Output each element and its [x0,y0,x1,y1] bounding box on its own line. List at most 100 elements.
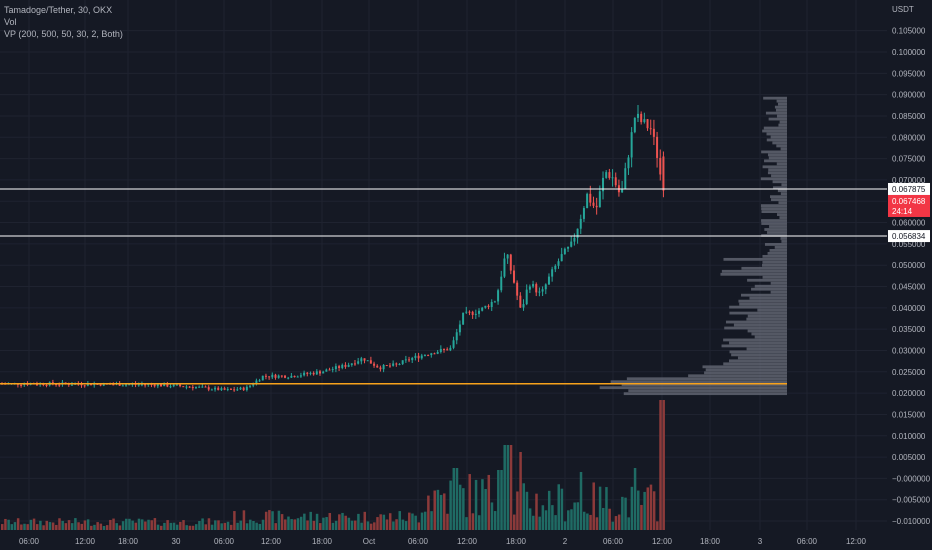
candle-body [528,286,531,290]
volume-profile-bar [776,99,787,103]
candle-body [144,384,147,386]
volume-profile-bar [781,240,787,243]
volume-bar [271,511,274,530]
price-tick-label: 0.030000 [892,346,926,355]
volume-bar [42,525,45,530]
volume-profile-bar [621,383,787,387]
volume-bar [573,502,576,530]
price-tick-label: 0.045000 [892,283,926,292]
volume-bar [592,482,595,530]
volume-bar [185,525,188,530]
candle-body [303,372,306,376]
volume-bar [637,490,640,530]
time-tick-label: Oct [363,537,376,546]
candle-body [567,246,570,249]
candle-body [570,241,573,247]
volume-bar [582,511,586,530]
volume-bar [296,518,300,530]
price-tick-label: 0.010000 [892,432,926,441]
candle-body [331,369,334,371]
candle-body [484,305,487,308]
volume-bar [353,520,357,530]
volume-profile-bar [688,374,787,378]
candle-body [493,301,496,303]
candle-body [172,384,175,387]
current-price-box [888,194,930,217]
candle-body [277,375,280,378]
volume-bar [249,519,252,530]
volume-bar [506,445,510,530]
volume-bar [86,519,90,530]
volume-profile-bar [626,377,787,381]
candle-body [45,384,48,386]
candle-body [382,365,385,370]
candle-body [624,168,627,190]
volume-profile-bar [721,269,787,273]
volume-bar [287,516,290,530]
volume-profile-bar [764,159,787,163]
volume-bar [182,520,185,530]
time-axis[interactable]: 06:00 12:00 18:00 30 06:00 12:00 18:00 Oct 06:00… [0,530,887,550]
volume-profile-bar [765,111,787,115]
volume-bar [617,514,621,530]
lower-level-label: 0.056834 [888,230,930,243]
price-axis[interactable]: USDT 0.105000 0.100000 0.095000 0.090000 0.08… [887,0,932,550]
time-tick-label: 06:00 [19,537,40,546]
candle-body [646,119,649,129]
volume-profile [599,96,787,396]
volume-profile-bar [768,117,787,121]
candle-body [290,375,293,378]
volume-bar [567,510,570,530]
volume-bar [331,522,335,530]
volume-profile-bar [767,171,787,175]
volume-profile-bar [761,150,787,154]
candle-body [179,384,182,387]
volume-bar [312,520,316,530]
volume-bar [484,488,487,530]
volume-profile-bar [761,210,787,213]
candle-body [204,386,207,388]
volume-bar [93,524,96,530]
volume-bar [233,511,236,530]
volume-bar [446,513,449,530]
volume-profile-bar [771,174,787,178]
volume-bar [194,524,198,530]
volume-bar [264,511,268,530]
candle-body [245,386,248,391]
volume-bar [630,486,634,530]
candle-body [210,389,213,391]
volume-profile-bar [766,132,787,136]
candle-body [637,113,639,118]
volume-profile-bar [775,108,787,112]
volume-bar [503,445,506,530]
volume-profile-bar [729,311,787,315]
volume-bar [61,520,64,530]
volume-profile-bar [779,216,787,219]
volume-bar [433,490,436,530]
volume-bar [532,515,535,530]
volume-profile-bar [723,338,787,342]
price-tick-label: 0.075000 [892,155,926,164]
candle-body [160,384,162,387]
volume-bar [519,452,522,530]
candle-body [280,375,283,377]
candle-body [220,388,223,391]
volume-bar [376,517,379,530]
volume-bar [487,474,491,530]
volume-bar [67,520,71,530]
candle-body [299,375,302,377]
volume-bar [48,522,52,530]
volume-bar [29,519,33,530]
volume-profile-bar [764,243,787,246]
candle-body [398,363,401,365]
candle-body [551,269,554,277]
candle-body [163,383,166,387]
volume-bar [160,525,163,530]
candle-body [70,384,73,386]
candle-body [490,302,493,307]
volume-bar [10,524,14,530]
volume-bar [579,472,583,530]
